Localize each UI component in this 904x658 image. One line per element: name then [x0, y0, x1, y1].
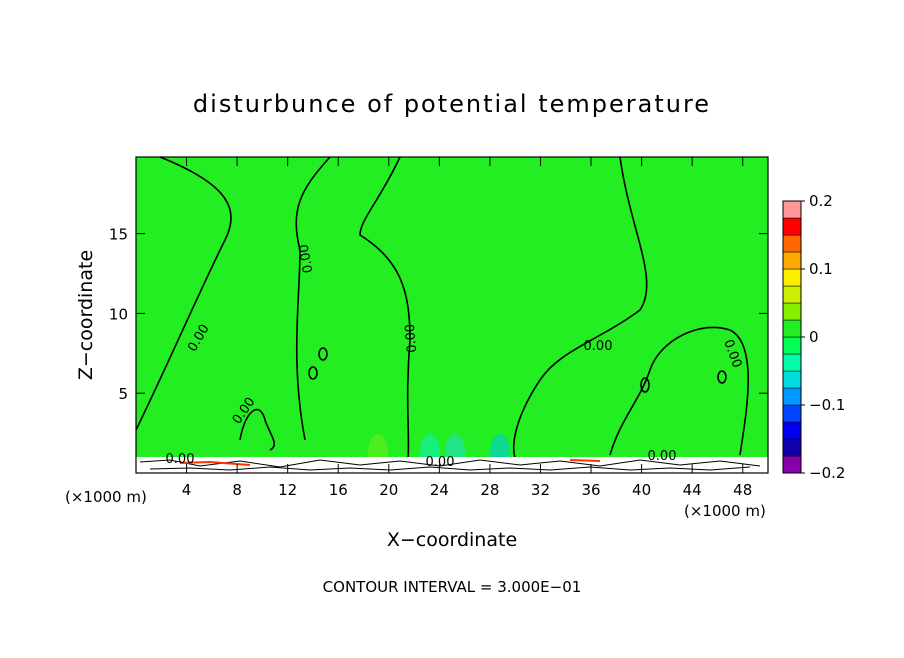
- contour-line: [295, 156, 331, 441]
- contour-label: 0.00: [166, 452, 195, 467]
- x-tick-label: 44: [683, 481, 702, 499]
- field-fill: [136, 157, 768, 473]
- colorbar-bin: [782, 200, 802, 219]
- contour-line: [717, 370, 727, 384]
- x-tick-label: 4: [182, 481, 192, 499]
- contour-label: 0.00: [403, 323, 420, 353]
- colorbar-bin: [782, 370, 802, 389]
- colorbar-bin: [782, 336, 802, 355]
- contour-line: [359, 156, 411, 459]
- contour-line: [640, 377, 650, 393]
- field: [136, 157, 768, 473]
- chart-title: disturbunce of potential temperature: [193, 90, 711, 118]
- x-axis-label: X−coordinate: [387, 529, 517, 551]
- x-tick-label: 48: [733, 481, 752, 499]
- contour-line: [512, 156, 648, 459]
- y-unit: (×1000 m): [65, 488, 147, 506]
- x-tick-label: 28: [480, 481, 499, 499]
- contour-lines: [135, 156, 749, 459]
- colorbar-bin: [782, 217, 802, 236]
- y-axis-label: Z−coordinate: [75, 250, 97, 380]
- y-tick-label: 15: [109, 226, 128, 244]
- colorbar-bin: [782, 319, 802, 338]
- colorbar-bin: [782, 285, 802, 304]
- x-tick-label: 36: [581, 481, 600, 499]
- colorbar-bin: [782, 387, 802, 406]
- colorbar-tick-label: −0.2: [809, 464, 845, 482]
- y-tick-label: 5: [118, 385, 128, 403]
- x-tick-label: 8: [232, 481, 242, 499]
- plot-frame: [135, 156, 769, 474]
- colorbar-bin: [782, 438, 802, 457]
- contour-line: [308, 366, 318, 380]
- contour-label: 0.00: [648, 449, 677, 464]
- x-tick-label: 24: [430, 481, 449, 499]
- contour-line: [135, 156, 232, 431]
- x-tick-label: 32: [531, 481, 550, 499]
- colorbar-tick-label: −0.1: [809, 396, 845, 414]
- contour-label: 0.00: [584, 339, 613, 354]
- colorbar-bin: [782, 251, 802, 270]
- colorbar-tick-label: 0.1: [809, 260, 833, 278]
- x-tick-label: 16: [329, 481, 348, 499]
- footnote: CONTOUR INTERVAL = 3.000E−01: [323, 578, 582, 596]
- contour-line: [609, 326, 749, 456]
- colorbar-tick-label: 0: [809, 328, 819, 346]
- colorbar-bin: [782, 268, 802, 287]
- contour-line: [239, 408, 275, 451]
- colorbar-bin: [782, 404, 802, 423]
- colorbar-bin: [782, 353, 802, 372]
- colorbar-bin: [782, 302, 802, 321]
- colorbar-bin: [782, 234, 802, 253]
- x-tick-label: 40: [632, 481, 651, 499]
- colorbar-bin: [782, 421, 802, 440]
- x-tick-label: 12: [278, 481, 297, 499]
- colorbar-tick-label: 0.2: [809, 192, 833, 210]
- x-unit: (×1000 m): [684, 502, 766, 520]
- x-tick-label: 20: [379, 481, 398, 499]
- contour-line: [318, 347, 328, 361]
- y-tick-label: 10: [109, 305, 128, 323]
- contour-label: 0.00: [426, 455, 455, 470]
- contour-label: 0.00: [297, 243, 317, 274]
- colorbar-bin: [782, 455, 802, 474]
